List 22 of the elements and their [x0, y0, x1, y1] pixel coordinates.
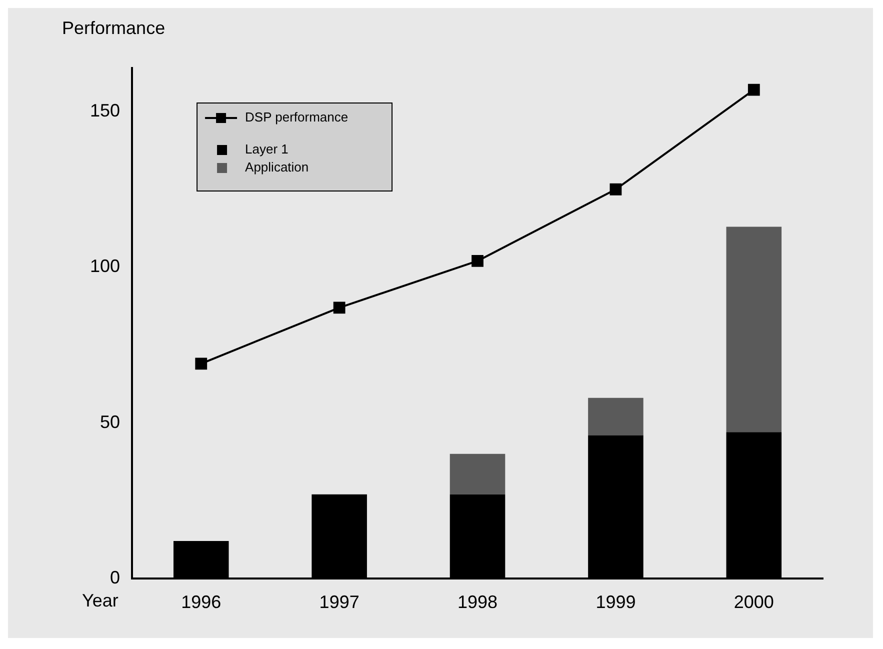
y-axis-title: Performance [62, 18, 166, 38]
y-tick-label: 0 [110, 567, 120, 588]
x-tick-label: 2000 [734, 592, 774, 612]
legend-label: Application [245, 160, 309, 175]
x-axis-title: Year [82, 590, 118, 610]
point [195, 358, 208, 370]
point [333, 302, 346, 314]
y-tick-label: 50 [100, 412, 120, 432]
bar [450, 454, 506, 494]
x-tick-label: 1996 [181, 592, 222, 612]
bar [588, 398, 644, 436]
x-tick-label: 1999 [596, 592, 636, 612]
legend-label: DSP performance [245, 110, 348, 125]
x-tick-label: 1997 [319, 592, 360, 612]
point [748, 84, 760, 96]
point [472, 255, 484, 267]
x-tick-label: 1998 [457, 592, 498, 612]
point [610, 183, 622, 196]
legend-label: Layer 1 [245, 142, 288, 157]
y-tick-label: 100 [90, 256, 120, 276]
bar [726, 226, 782, 432]
y-tick-label: 150 [90, 100, 120, 121]
